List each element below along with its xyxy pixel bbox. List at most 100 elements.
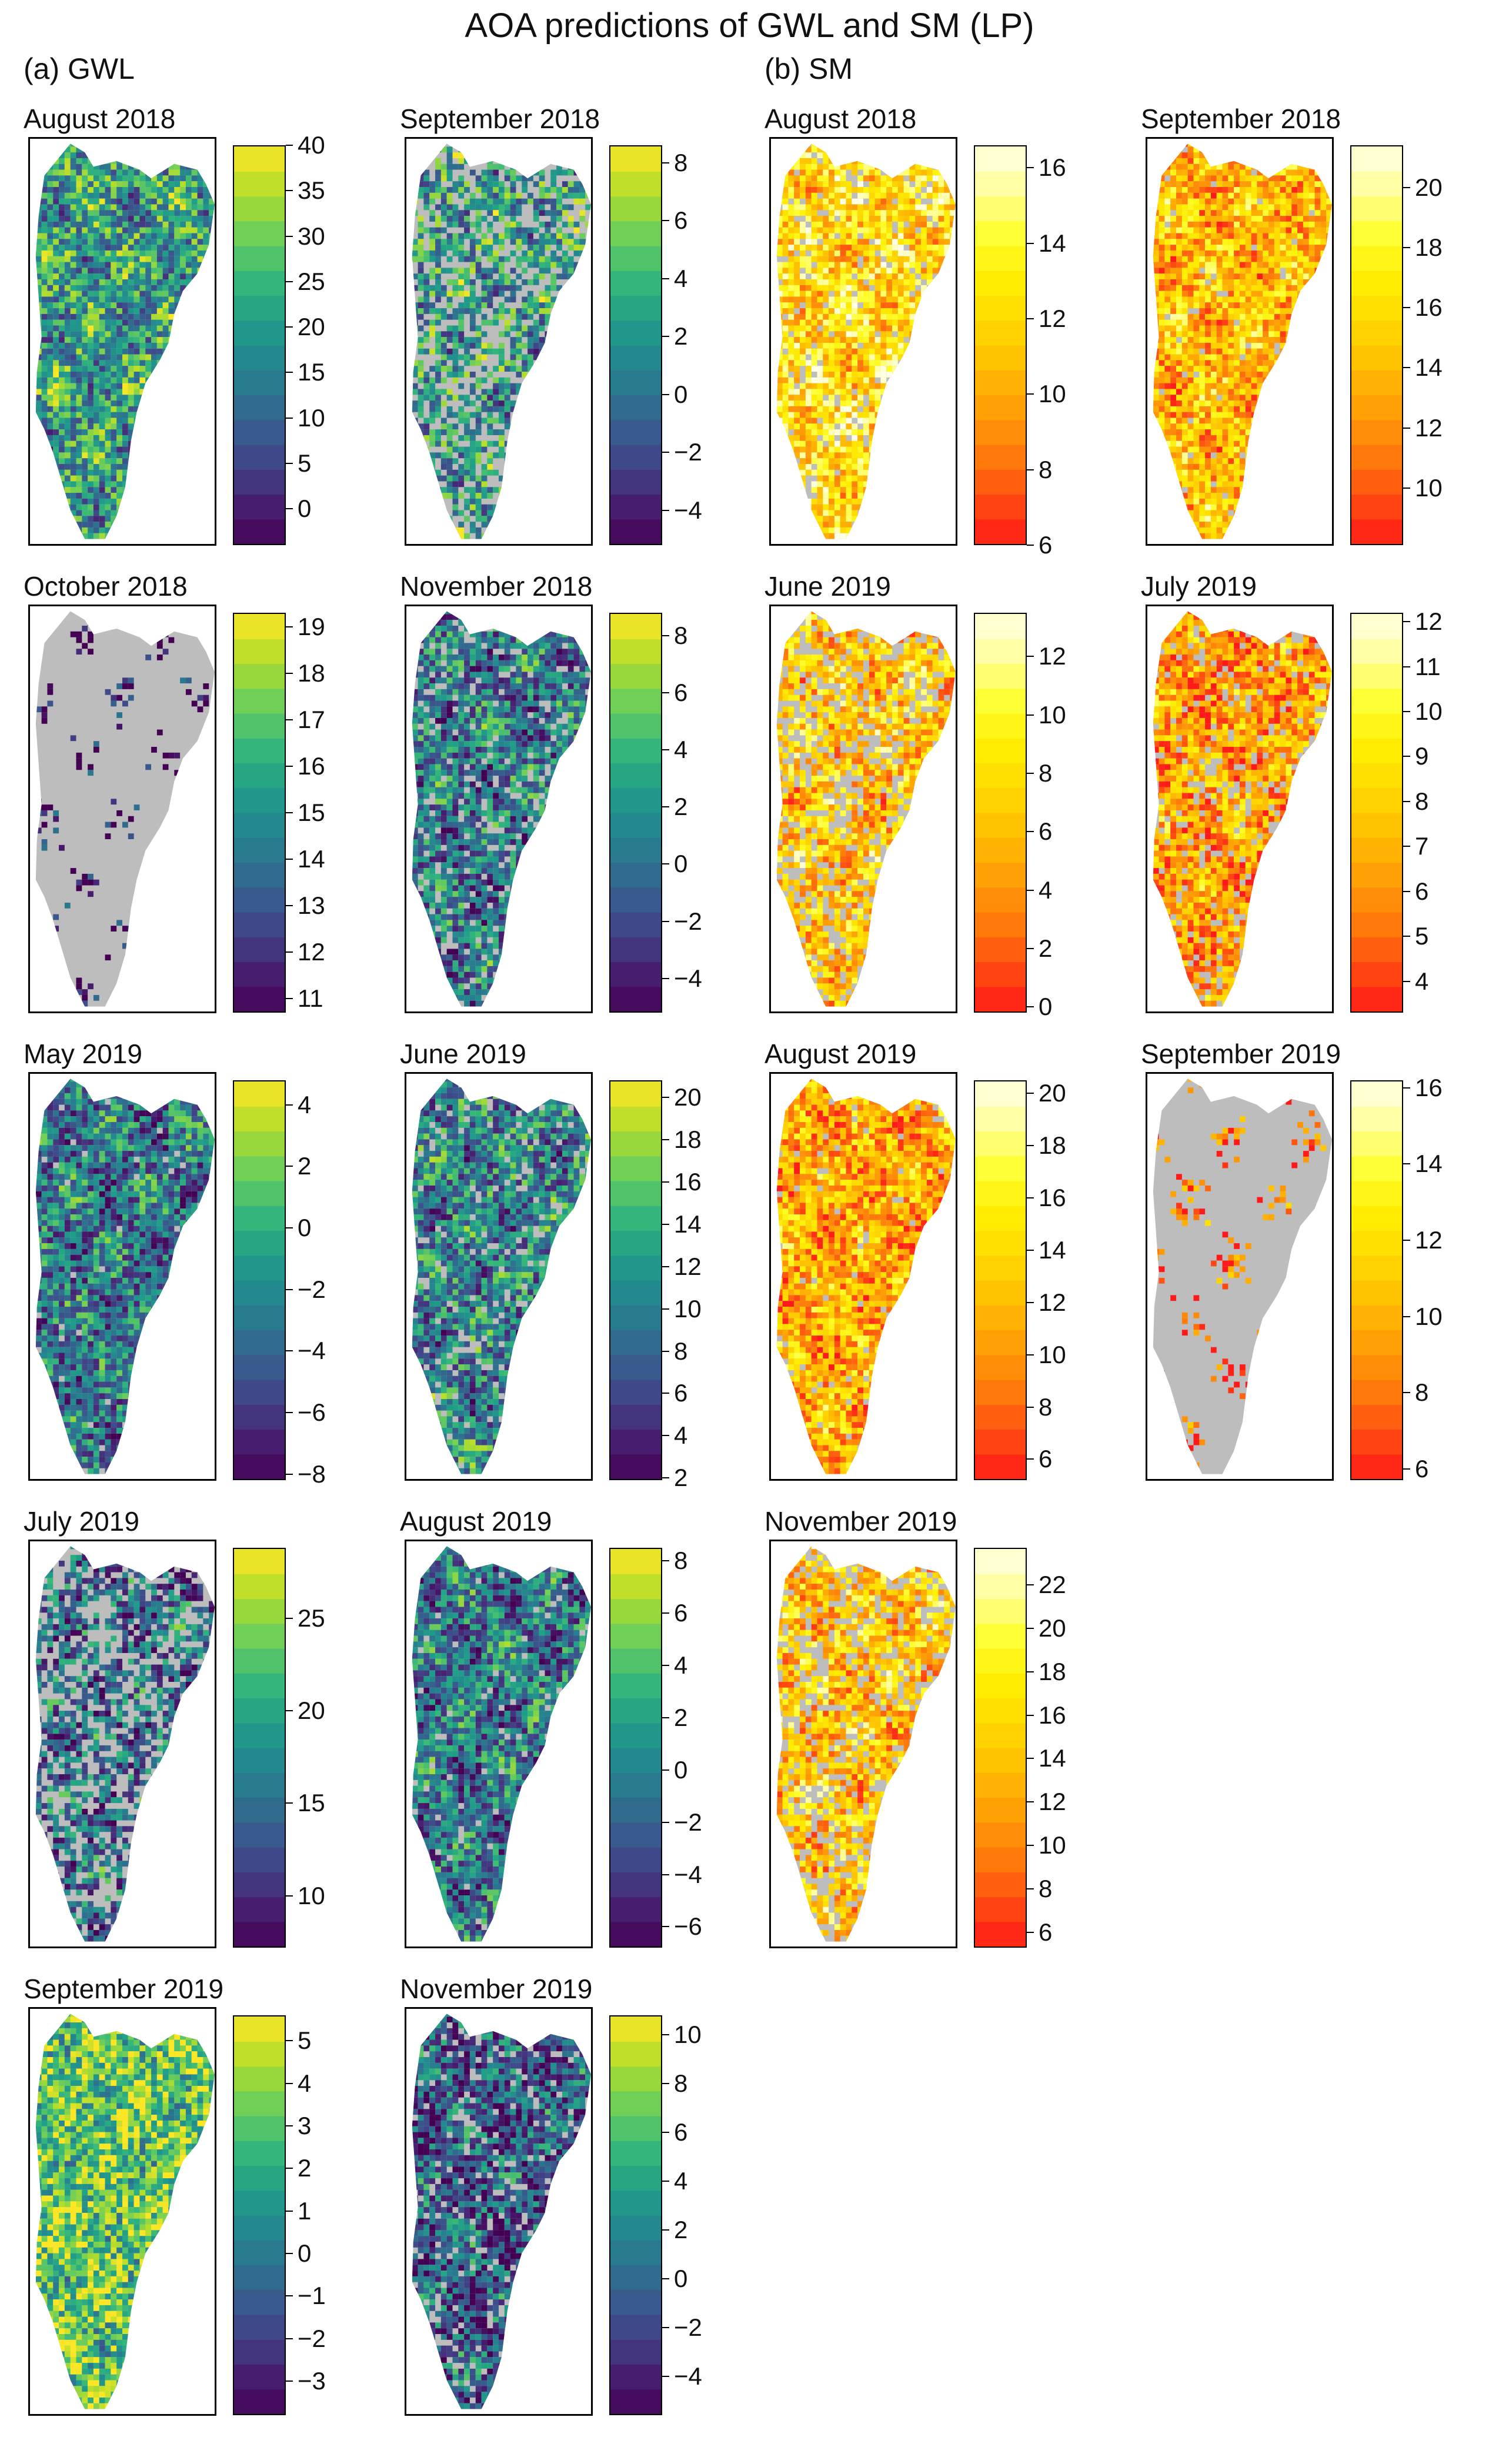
raster-cell	[185, 446, 192, 453]
raster-cell	[99, 418, 105, 424]
raster-cell	[59, 285, 65, 291]
raster-cell	[446, 395, 453, 401]
raster-cell	[516, 143, 522, 147]
raster-cell	[846, 308, 852, 314]
raster-cell	[70, 418, 76, 424]
raster-cell	[191, 198, 198, 205]
raster-cell	[556, 342, 562, 349]
raster-cell	[88, 239, 94, 245]
raster-cell	[805, 313, 812, 320]
raster-cell	[412, 325, 418, 332]
raster-cell	[41, 487, 48, 493]
raster-cell	[446, 233, 453, 239]
raster-cell	[128, 319, 134, 326]
raster-cell	[440, 354, 447, 360]
raster-cell	[522, 406, 528, 412]
raster-cell	[429, 389, 436, 395]
raster-cell	[59, 458, 65, 465]
raster-cell	[435, 187, 441, 193]
tick-mark	[286, 508, 293, 510]
raster-cell	[493, 262, 499, 268]
raster-cell	[139, 504, 146, 510]
raster-cell	[156, 440, 163, 447]
raster-cell	[550, 516, 557, 522]
raster-cell	[82, 285, 88, 291]
raster-cell	[168, 146, 175, 153]
raster-cell	[93, 348, 99, 355]
raster-cell	[35, 291, 42, 297]
raster-cell	[116, 175, 122, 182]
raster-cell	[539, 187, 545, 193]
raster-cell	[950, 169, 956, 176]
raster-cell	[70, 313, 76, 320]
raster-cell	[70, 522, 76, 527]
raster-cell	[903, 250, 910, 256]
raster-cell	[788, 337, 794, 343]
raster-cell	[528, 400, 533, 406]
raster-cell	[168, 522, 175, 527]
raster-cell	[116, 192, 122, 199]
raster-cell	[886, 308, 893, 314]
raster-cell	[585, 440, 591, 447]
raster-cell	[174, 337, 181, 343]
raster-cell	[562, 302, 568, 309]
raster-cell	[562, 250, 568, 256]
raster-cell	[903, 348, 910, 355]
raster-cell	[539, 143, 545, 147]
raster-cell	[522, 256, 528, 262]
raster-cell	[99, 239, 105, 245]
raster-cell	[406, 158, 412, 164]
raster-cell	[99, 216, 105, 222]
raster-cell	[794, 302, 800, 309]
raster-cell	[800, 175, 806, 182]
raster-cell	[185, 481, 192, 488]
raster-cell	[493, 522, 499, 527]
raster-cell	[788, 268, 794, 274]
raster-cell	[493, 163, 499, 170]
raster-cell	[782, 146, 789, 153]
raster-cell	[938, 325, 944, 332]
raster-cell	[145, 227, 152, 233]
raster-cell	[921, 163, 927, 170]
raster-cell	[499, 395, 505, 401]
raster-cell	[469, 325, 476, 332]
raster-cell	[156, 204, 163, 211]
raster-cell	[185, 285, 192, 291]
raster-cell	[573, 192, 580, 199]
raster-cell	[556, 383, 562, 389]
raster-cell	[440, 245, 447, 251]
raster-cell	[550, 279, 557, 285]
raster-cell	[897, 250, 904, 256]
raster-cell	[209, 487, 215, 493]
raster-cell	[35, 216, 42, 222]
raster-cell	[886, 313, 893, 320]
raster-cell	[191, 331, 198, 338]
raster-cell	[105, 348, 111, 355]
raster-cell	[151, 319, 157, 326]
raster-cell	[499, 152, 505, 158]
raster-cell	[174, 522, 181, 527]
raster-cell	[464, 354, 470, 360]
raster-cell	[834, 348, 840, 355]
raster-cell	[440, 475, 447, 482]
raster-cell	[47, 227, 54, 233]
raster-cell	[111, 169, 117, 176]
raster-cell	[156, 302, 163, 309]
raster-cell	[116, 181, 122, 188]
raster-cell	[805, 175, 812, 182]
raster-cell	[168, 516, 175, 522]
raster-cell	[469, 262, 476, 268]
raster-cell	[156, 163, 163, 170]
raster-cell	[423, 296, 430, 303]
raster-cell	[481, 319, 488, 326]
raster-cell	[70, 527, 76, 533]
raster-cell	[897, 163, 904, 170]
raster-cell	[528, 487, 533, 493]
raster-cell	[852, 210, 858, 216]
raster-cell	[47, 233, 54, 239]
raster-cell	[185, 262, 192, 268]
raster-cell	[70, 302, 76, 309]
raster-cell	[944, 256, 950, 262]
raster-cell	[70, 279, 76, 285]
raster-cell	[418, 262, 424, 268]
